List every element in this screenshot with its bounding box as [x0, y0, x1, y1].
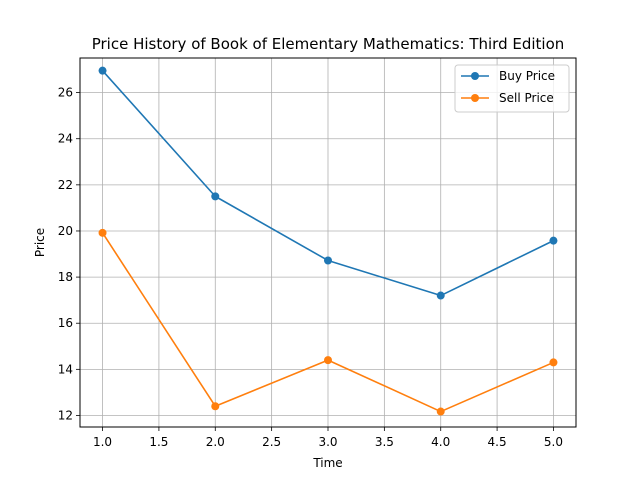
- x-tick-label: 4.5: [488, 435, 507, 449]
- axis-ticks: 1.0 1.5 2.0 2.5 3.0 3.5 4.0 4.5 5.0 12 14 16 18 20 22 2…: [58, 86, 563, 449]
- legend-marker-buy-price: [471, 72, 479, 80]
- y-tick-label: 16: [58, 316, 73, 330]
- legend-marker-sell-price: [471, 94, 479, 102]
- y-tick-label: 14: [58, 362, 73, 376]
- legend: Buy Price Sell Price: [454, 64, 570, 113]
- x-tick-label: 1.0: [93, 435, 112, 449]
- x-tick-label: 2.5: [262, 435, 281, 449]
- data-point-buy-price: [549, 236, 558, 245]
- x-tick-label: 2.0: [206, 435, 225, 449]
- data-point-sell-price: [436, 407, 445, 416]
- x-axis-label: Time: [312, 456, 342, 470]
- y-axis-label: Price: [33, 228, 47, 257]
- y-tick-label: 18: [58, 270, 73, 284]
- data-point-sell-price: [98, 228, 107, 237]
- x-tick-label: 3.5: [375, 435, 394, 449]
- y-tick-label: 22: [58, 178, 73, 192]
- series-layer: [98, 66, 558, 416]
- legend-label-buy-price: Buy Price: [499, 69, 555, 83]
- legend-label-sell-price: Sell Price: [499, 91, 554, 105]
- chart-title: Price History of Book of Elementary Math…: [92, 35, 565, 53]
- x-tick-label: 5.0: [544, 435, 563, 449]
- data-point-sell-price: [324, 356, 332, 365]
- x-tick-label: 1.5: [149, 435, 168, 449]
- data-point-buy-price: [436, 291, 445, 300]
- y-tick-label: 20: [58, 224, 73, 238]
- series-sell-price: [98, 228, 558, 416]
- y-tick-label: 26: [58, 86, 73, 100]
- data-point-buy-price: [98, 66, 107, 75]
- y-tick-label: 24: [58, 132, 73, 146]
- data-point-buy-price: [211, 192, 220, 201]
- y-tick-label: 12: [58, 408, 73, 422]
- grid: [80, 58, 576, 427]
- x-tick-label: 3.0: [318, 435, 337, 449]
- x-tick-label: 4.0: [431, 435, 450, 449]
- data-point-sell-price: [211, 402, 220, 411]
- series-buy-price: [98, 66, 558, 300]
- data-point-buy-price: [324, 256, 332, 265]
- data-point-sell-price: [549, 358, 558, 367]
